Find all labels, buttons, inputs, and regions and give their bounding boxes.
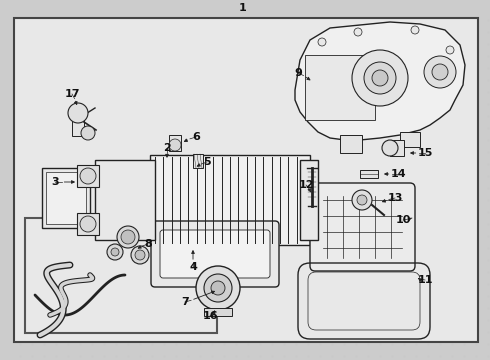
Circle shape <box>135 250 145 260</box>
Circle shape <box>352 50 408 106</box>
Circle shape <box>68 103 88 123</box>
Text: 8: 8 <box>144 239 152 249</box>
FancyBboxPatch shape <box>160 230 270 278</box>
Text: 14: 14 <box>390 169 406 179</box>
Bar <box>169 135 181 151</box>
Text: 4: 4 <box>189 262 197 272</box>
Circle shape <box>80 216 96 232</box>
Circle shape <box>354 28 362 36</box>
Polygon shape <box>295 22 465 140</box>
Circle shape <box>382 140 398 156</box>
Text: 6: 6 <box>192 132 200 142</box>
Text: 17: 17 <box>64 89 80 99</box>
Circle shape <box>352 190 372 210</box>
Circle shape <box>131 246 149 264</box>
Circle shape <box>424 56 456 88</box>
Bar <box>400 132 420 147</box>
Circle shape <box>81 126 95 140</box>
Circle shape <box>357 195 367 205</box>
Text: 16: 16 <box>202 311 218 321</box>
Text: 11: 11 <box>417 275 433 285</box>
Circle shape <box>169 139 181 151</box>
Text: 9: 9 <box>294 68 302 78</box>
Text: 2: 2 <box>163 143 171 153</box>
Text: 5: 5 <box>203 157 211 167</box>
Bar <box>42 168 90 228</box>
Circle shape <box>204 274 232 302</box>
Circle shape <box>196 266 240 310</box>
Bar <box>77 213 99 235</box>
Circle shape <box>318 38 326 46</box>
Circle shape <box>80 168 96 184</box>
Circle shape <box>446 46 454 54</box>
Circle shape <box>411 26 419 34</box>
Bar <box>360 170 378 178</box>
Bar <box>77 165 99 187</box>
Bar <box>300 160 318 240</box>
Bar <box>204 308 232 316</box>
FancyBboxPatch shape <box>151 221 279 287</box>
Text: 3: 3 <box>51 177 59 187</box>
Bar <box>72 118 84 136</box>
Bar <box>305 55 375 120</box>
Text: 10: 10 <box>395 215 411 225</box>
Text: 1: 1 <box>239 3 247 13</box>
Circle shape <box>107 244 123 260</box>
Text: 15: 15 <box>417 148 433 158</box>
Bar <box>150 155 310 245</box>
Circle shape <box>372 70 388 86</box>
Bar <box>193 154 203 168</box>
FancyBboxPatch shape <box>310 183 415 271</box>
Text: 7: 7 <box>181 297 189 307</box>
Bar <box>46 172 86 224</box>
Bar <box>95 160 155 240</box>
Text: 12: 12 <box>298 180 314 190</box>
Circle shape <box>117 226 139 248</box>
Circle shape <box>111 248 119 256</box>
Bar <box>390 140 404 156</box>
Circle shape <box>432 64 448 80</box>
Circle shape <box>364 62 396 94</box>
Bar <box>25 218 217 333</box>
Bar <box>340 135 362 153</box>
Text: 13: 13 <box>387 193 403 203</box>
Circle shape <box>121 230 135 244</box>
Circle shape <box>211 281 225 295</box>
